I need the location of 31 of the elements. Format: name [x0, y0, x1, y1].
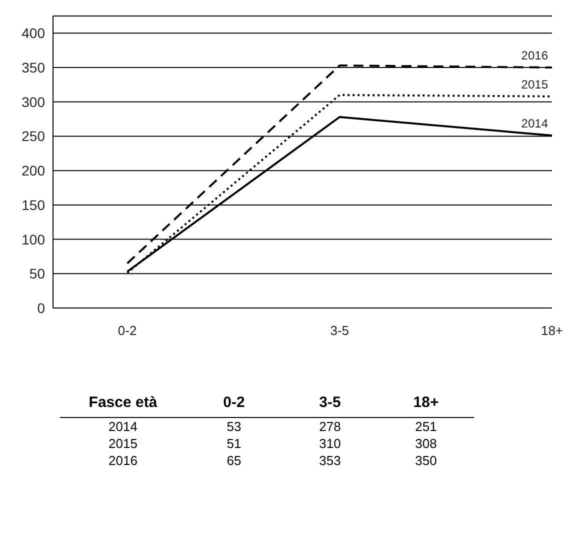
x-tick-label: 3-5 — [330, 323, 350, 338]
x-tick-label: 18+ — [412, 393, 440, 413]
data-label: 310 — [318, 435, 342, 452]
x-tick-label: 0-2 — [118, 323, 137, 338]
y-tick-label: 350 — [22, 60, 46, 76]
data-label: 251 — [414, 418, 438, 435]
y-tick-label: 100 — [22, 231, 46, 248]
data-label: 353 — [318, 452, 342, 469]
x-tick-label: 18+ — [540, 323, 564, 338]
y-tick-label: 2015 — [108, 435, 138, 452]
y-tick-label: 200 — [22, 162, 46, 179]
data-label: 65 — [226, 452, 242, 469]
y-tick-label: 50 — [29, 266, 46, 282]
y-tick-label: 150 — [22, 196, 46, 213]
data-label: 278 — [318, 418, 342, 435]
data-label: 53 — [226, 418, 242, 435]
y-tick-label: 300 — [22, 94, 46, 110]
x-tick-label: 3-5 — [318, 393, 342, 413]
series-label: 2015 — [521, 77, 548, 92]
x-tick-label: 0-2 — [222, 393, 246, 413]
series-label: 2016 — [521, 48, 548, 63]
x-axis-title: Fasce età — [88, 393, 158, 413]
y-tick-label: 2014 — [108, 418, 138, 435]
data-label: 51 — [226, 435, 242, 452]
y-tick-label: 250 — [22, 128, 46, 144]
y-tick-label: 400 — [22, 25, 46, 42]
y-tick-label: 0 — [37, 300, 46, 316]
data-label: 350 — [414, 452, 438, 469]
data-label: 308 — [414, 435, 438, 452]
y-tick-label: 2016 — [108, 452, 138, 469]
series-label: 2014 — [521, 116, 548, 131]
